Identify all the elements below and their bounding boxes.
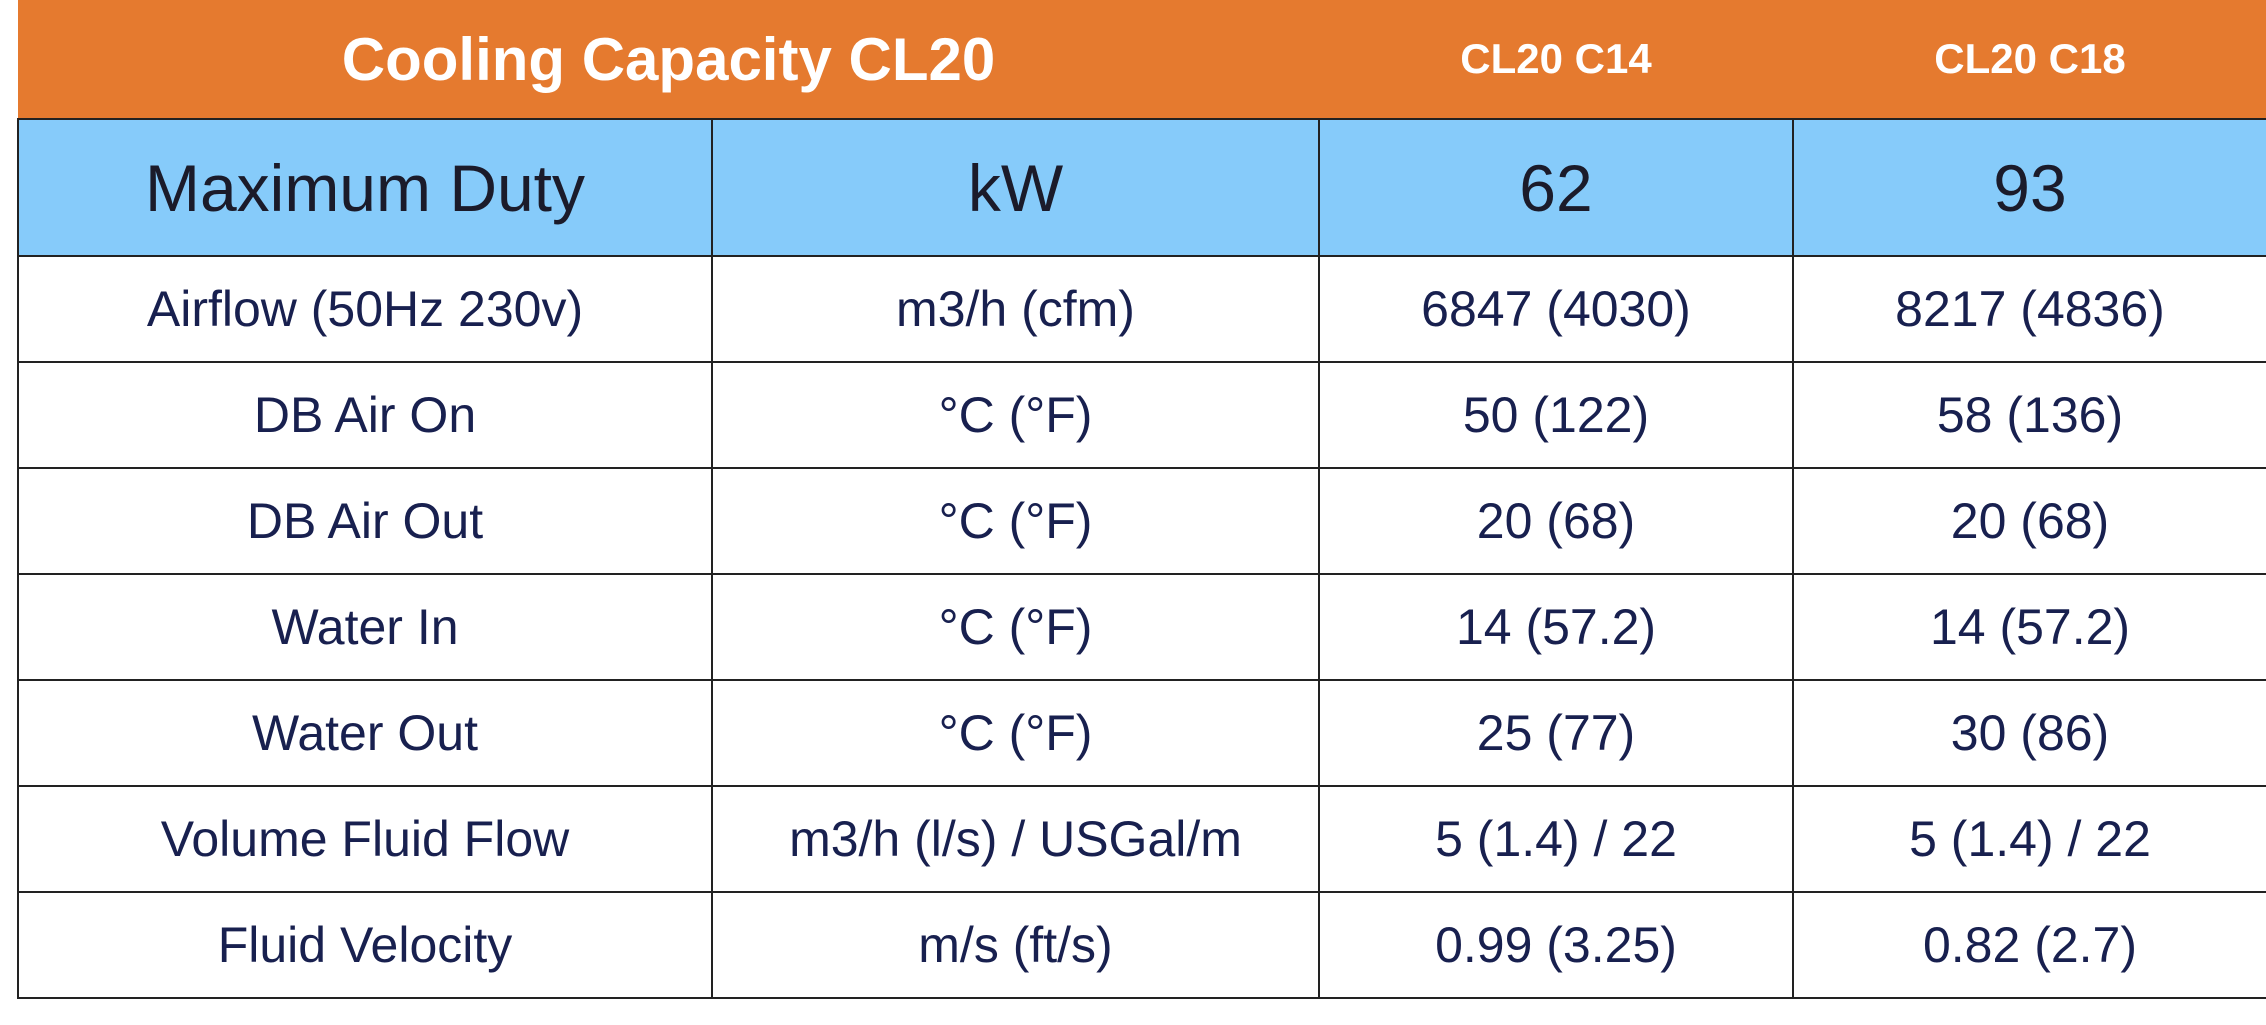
table-body: Cooling Capacity CL20 CL20 C14 CL20 C18 … bbox=[17, 0, 2266, 999]
unit: °C (°F) bbox=[711, 679, 1320, 787]
table-row: Airflow (50Hz 230v) m3/h (cfm) 6847 (4030)… bbox=[17, 255, 2266, 363]
value-c18: 93 bbox=[1792, 118, 2266, 257]
capacity-table: Cooling Capacity CL20 CL20 C14 CL20 C18 … bbox=[17, 0, 2266, 999]
row-label: Water In bbox=[17, 573, 713, 681]
table-row: Fluid Velocity m/s (ft/s) 0.99 (3.25) 0.82 … bbox=[17, 891, 2266, 999]
unit: m3/h (cfm) bbox=[711, 255, 1320, 363]
table-title: Cooling Capacity CL20 bbox=[18, 0, 1319, 119]
value-c18: 8217 (4836) bbox=[1792, 255, 2266, 363]
value-c14: 14 (57.2) bbox=[1318, 573, 1794, 681]
value-c14: 50 (122) bbox=[1318, 361, 1794, 469]
value-c14: 62 bbox=[1318, 118, 1794, 257]
unit: °C (°F) bbox=[711, 573, 1320, 681]
unit: m3/h (l/s) / USGal/m bbox=[711, 785, 1320, 893]
unit: kW bbox=[711, 118, 1320, 257]
row-label: Water Out bbox=[17, 679, 713, 787]
column-header: CL20 C18 bbox=[1793, 0, 2266, 119]
table-row: DB Air Out °C (°F) 20 (68) 20 (68) bbox=[17, 467, 2266, 575]
table-row: Water In °C (°F) 14 (57.2) 14 (57.2) bbox=[17, 573, 2266, 681]
table-row: Maximum Duty kW 62 93 bbox=[17, 118, 2266, 257]
row-label: DB Air On bbox=[17, 361, 713, 469]
value-c18: 30 (86) bbox=[1792, 679, 2266, 787]
row-label: Maximum Duty bbox=[17, 118, 713, 257]
value-c18: 58 (136) bbox=[1792, 361, 2266, 469]
row-label: DB Air Out bbox=[17, 467, 713, 575]
value-c14: 6847 (4030) bbox=[1318, 255, 1794, 363]
unit: °C (°F) bbox=[711, 361, 1320, 469]
table-row: DB Air On °C (°F) 50 (122) 58 (136) bbox=[17, 361, 2266, 469]
value-c18: 14 (57.2) bbox=[1792, 573, 2266, 681]
column-header: CL20 C14 bbox=[1319, 0, 1793, 119]
value-c14: 25 (77) bbox=[1318, 679, 1794, 787]
value-c14: 5 (1.4) / 22 bbox=[1318, 785, 1794, 893]
unit: m/s (ft/s) bbox=[711, 891, 1320, 999]
row-label: Volume Fluid Flow bbox=[17, 785, 713, 893]
table-row: Volume Fluid Flow m3/h (l/s) / USGal/m 5 (… bbox=[17, 785, 2266, 893]
value-c18: 5 (1.4) / 22 bbox=[1792, 785, 2266, 893]
row-label: Airflow (50Hz 230v) bbox=[17, 255, 713, 363]
table-row: Water Out °C (°F) 25 (77) 30 (86) bbox=[17, 679, 2266, 787]
header-row: Cooling Capacity CL20 CL20 C14 CL20 C18 bbox=[18, 0, 2266, 119]
value-c18: 0.82 (2.7) bbox=[1792, 891, 2266, 999]
row-label: Fluid Velocity bbox=[17, 891, 713, 999]
value-c14: 0.99 (3.25) bbox=[1318, 891, 1794, 999]
unit: °C (°F) bbox=[711, 467, 1320, 575]
value-c18: 20 (68) bbox=[1792, 467, 2266, 575]
value-c14: 20 (68) bbox=[1318, 467, 1794, 575]
